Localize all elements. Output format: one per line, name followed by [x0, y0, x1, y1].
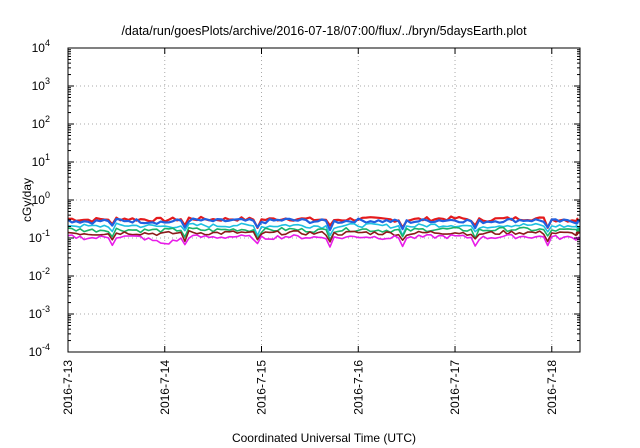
series-line — [67, 229, 581, 243]
y-tick-label: 10-2 — [29, 266, 50, 283]
series-line — [68, 222, 580, 237]
y-tick-base: 10 — [32, 79, 46, 93]
y-tick-label: 10-1 — [29, 228, 50, 245]
y-tick-label: 101 — [32, 152, 50, 169]
y-tick-base: 10 — [32, 41, 46, 55]
y-axis-label: cGy/day — [20, 178, 34, 222]
x-tick-label: 2016-7-16 — [351, 360, 365, 415]
y-tick-label: 102 — [32, 114, 50, 131]
series-line — [67, 233, 581, 248]
y-tick-label: 10-3 — [29, 304, 50, 321]
y-tick-exponent: 4 — [45, 38, 50, 48]
y-tick-exponent: -4 — [42, 342, 50, 352]
y-tick-exponent: 3 — [45, 76, 50, 86]
x-tick-label: 2016-7-17 — [448, 360, 462, 415]
y-tick-exponent: 1 — [45, 152, 50, 162]
x-axis-label: Coordinated Universal Time (UTC) — [232, 431, 416, 445]
series-group — [67, 215, 581, 248]
x-tick-label: 2016-7-15 — [255, 360, 269, 415]
x-axis: 2016-7-13 2016-7-14 2016-7-15 2016-7-16 2016… — [61, 48, 559, 415]
y-tick-exponent: 2 — [45, 114, 50, 124]
y-tick-base: 10 — [29, 231, 43, 245]
x-tick-label: 2016-7-13 — [61, 360, 75, 415]
y-tick-exponent: -3 — [42, 304, 50, 314]
y-tick-exponent: 0 — [45, 190, 50, 200]
y-tick-base: 10 — [29, 345, 43, 359]
y-tick-label: 104 — [32, 38, 50, 55]
series-line — [67, 217, 581, 232]
chart-title: /data/run/goesPlots/archive/2016-07-18/0… — [121, 24, 527, 38]
y-tick-base: 10 — [32, 117, 46, 131]
y-tick-base: 10 — [29, 307, 43, 321]
x-tick-label: 2016-7-18 — [545, 360, 559, 415]
y-tick-base: 10 — [32, 193, 46, 207]
x-tick-label: 2016-7-14 — [158, 360, 172, 415]
y-tick-label: 103 — [32, 76, 50, 93]
y-tick-label: 10-4 — [29, 342, 50, 359]
y-tick-label: 100 — [32, 190, 50, 207]
y-tick-base: 10 — [32, 155, 46, 169]
y-tick-exponent: -2 — [42, 266, 50, 276]
y-tick-exponent: -1 — [42, 228, 50, 238]
y-tick-base: 10 — [29, 269, 43, 283]
